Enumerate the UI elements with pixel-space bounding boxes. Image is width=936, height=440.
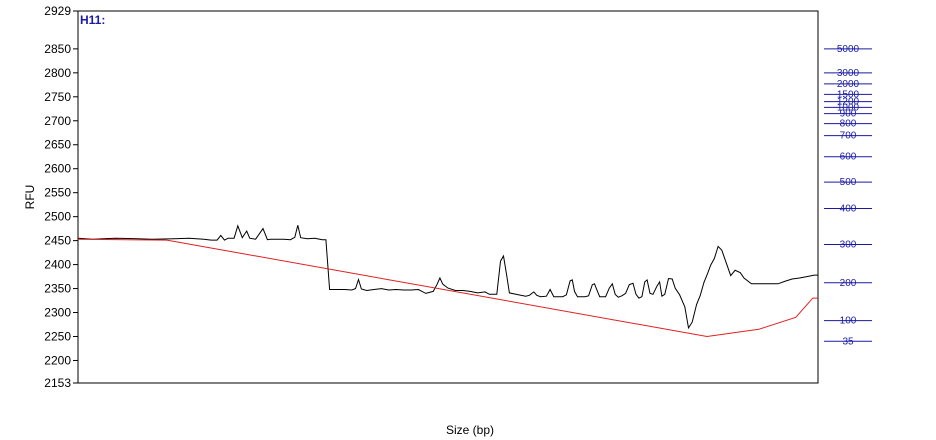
y-tick-label-6: 2450 bbox=[44, 234, 71, 248]
size-label-12: 300 bbox=[840, 239, 857, 250]
series-line-1 bbox=[77, 238, 818, 338]
y-tick-label-8: 2550 bbox=[44, 186, 71, 200]
size-label-7: 800 bbox=[840, 119, 857, 130]
plot-area bbox=[77, 10, 819, 384]
size-label-5: 1000 bbox=[837, 102, 860, 113]
y-tick-label-15: 2929 bbox=[44, 4, 71, 18]
size-label-10: 500 bbox=[840, 177, 857, 188]
y-tick-label-1: 2200 bbox=[44, 353, 71, 367]
size-label-0: 5000 bbox=[837, 44, 860, 55]
size-label-8: 700 bbox=[840, 131, 857, 142]
size-label-14: 100 bbox=[840, 316, 857, 327]
size-label-11: 400 bbox=[840, 204, 857, 215]
y-tick-label-11: 2700 bbox=[44, 114, 71, 128]
y-tick-label-9: 2600 bbox=[44, 162, 71, 176]
size-label-1: 3000 bbox=[837, 68, 860, 79]
size-label-13: 200 bbox=[840, 278, 857, 289]
y-tick-label-14: 2850 bbox=[44, 42, 71, 56]
x-axis-title: Size (bp) bbox=[446, 423, 494, 437]
y-tick-label-7: 2500 bbox=[44, 210, 71, 224]
y-tick-label-0: 2153 bbox=[44, 376, 71, 390]
y-tick-label-4: 2350 bbox=[44, 282, 71, 296]
size-label-3: 1500 bbox=[837, 89, 860, 100]
series-group bbox=[77, 224, 818, 338]
y-axis-title: RFU bbox=[23, 185, 37, 210]
y-tick-label-13: 2800 bbox=[44, 66, 71, 80]
size-label-15: 35 bbox=[842, 336, 854, 347]
size-label-6: 900 bbox=[840, 109, 857, 120]
y-tick-label-12: 2750 bbox=[44, 90, 71, 104]
y-tick-label-3: 2300 bbox=[44, 306, 71, 320]
y-tick-label-5: 2400 bbox=[44, 258, 71, 272]
size-label-9: 600 bbox=[840, 152, 857, 163]
size-label-4: 1200 bbox=[837, 97, 860, 108]
series-line-0 bbox=[77, 224, 818, 330]
y-tick-label-10: 2650 bbox=[44, 138, 71, 152]
y-tick-label-2: 2250 bbox=[44, 330, 71, 344]
y-axis-ticks: 2153 2200 2250 2300 2350 2400 2450 2500 2550 2600… bbox=[44, 4, 78, 390]
sample-label: H11: bbox=[80, 13, 105, 27]
size-label-2: 2000 bbox=[837, 79, 860, 90]
